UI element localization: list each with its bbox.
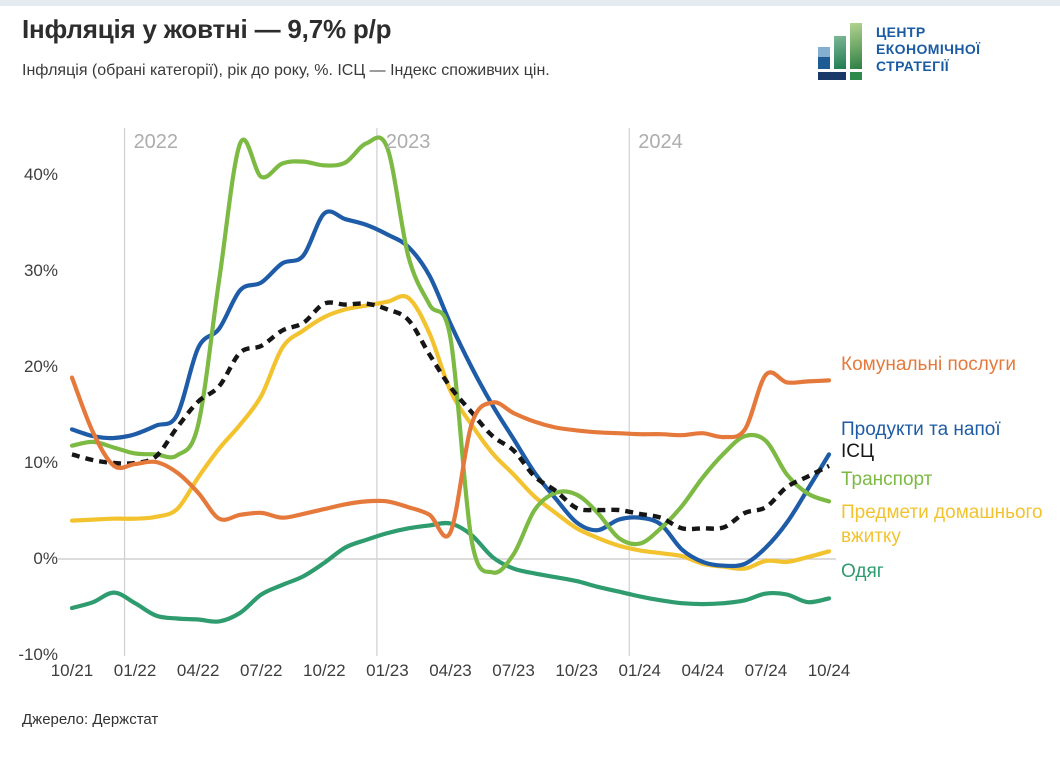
source-note: Джерело: Держстат [22, 711, 159, 728]
logo-bar-1 [818, 47, 830, 69]
logo-text-line2: ЕКОНОМІЧНОЇ [876, 41, 981, 57]
logo-text-line3: СТРАТЕГІЇ [876, 58, 950, 74]
series-line-transport [69, 135, 832, 575]
top-accent-strip [0, 0, 1060, 6]
bar-chart-logo-icon [816, 8, 866, 80]
logo-text-line1: ЦЕНТР [876, 24, 926, 40]
series-line-utilities [69, 370, 832, 539]
logo-bar-2 [834, 36, 846, 69]
logo-base-navy [818, 72, 846, 80]
series-line-cpi [71, 300, 830, 532]
ces-logo-text: ЦЕНТР ЕКОНОМІЧНОЇ СТРАТЕГІЇ [876, 24, 980, 75]
ces-logo: ЦЕНТР ЕКОНОМІЧНОЇ СТРАТЕГІЇ [816, 8, 1052, 88]
logo-bar-3 [850, 23, 862, 69]
series-line-food-beverages [69, 209, 832, 569]
logo-base-green [850, 72, 862, 80]
page-subtitle: Інфляція (обрані категорії), рік до року… [22, 62, 550, 79]
series-line-clothing [69, 520, 832, 624]
page-title: Інфляція у жовтні — 9,7% р/р [22, 14, 392, 44]
